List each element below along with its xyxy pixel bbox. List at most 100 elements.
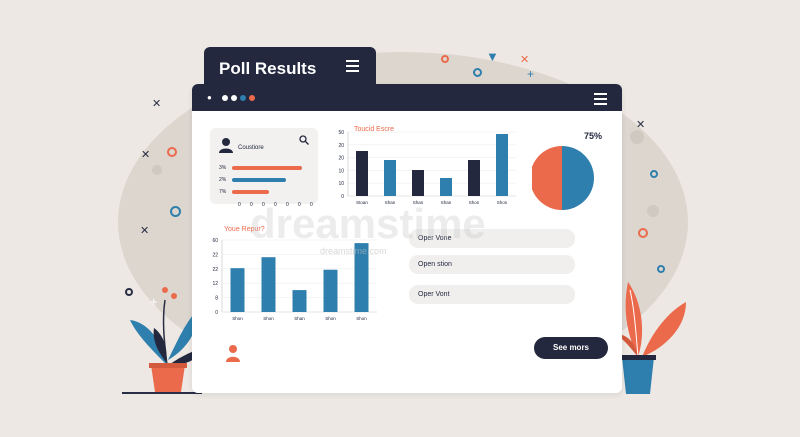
x-tick-label: Shan — [385, 200, 396, 205]
x-tick-label: Shan — [441, 200, 452, 205]
user-icon: ● — [207, 93, 212, 102]
y-tick-label: 12 — [212, 281, 218, 287]
x-tick-label: Shon — [497, 200, 508, 205]
window-dot-icon — [249, 95, 255, 101]
axis-tick-label: 0 — [286, 202, 289, 208]
bar — [292, 290, 307, 312]
plus-icon: + — [527, 67, 535, 81]
stat-label: 3% — [219, 165, 227, 171]
circle-icon — [638, 228, 648, 238]
pie-slice — [532, 146, 562, 210]
bar-chart-top: Toucid Escre 50 20 20 10 10 0 Stoan Shan Shan Shan… — [338, 126, 516, 205]
x-tick-label: Shan — [294, 316, 305, 321]
poll-option-label: Open stion — [418, 261, 452, 268]
bar-chart-bottom: Youe Repur? 60 22 22 12 8 0 Shon Shon Shan Shon Sho… — [212, 226, 377, 321]
y-tick-label: 50 — [338, 130, 344, 136]
triangle-icon: ▼ — [486, 49, 499, 64]
axis-tick-label: 0 — [274, 202, 277, 208]
y-tick-label: 22 — [212, 267, 218, 273]
axis-tick-label: 0 — [250, 202, 253, 208]
stat-bar — [232, 190, 269, 194]
pie-chart: 75% — [532, 131, 602, 210]
x-tick-label: Shan — [413, 200, 424, 205]
y-tick-label: 60 — [212, 238, 218, 244]
window-dot-icon — [231, 95, 237, 101]
y-tick-label: 0 — [215, 310, 218, 316]
x-tick-label: Shon — [356, 316, 367, 321]
bar — [261, 257, 276, 312]
menu-icon[interactable] — [594, 93, 607, 108]
pie-label: 75% — [584, 131, 602, 141]
x-tick-label: Shon — [232, 316, 243, 321]
circle-icon — [167, 147, 177, 157]
cross-icon: ✕ — [636, 119, 646, 131]
y-tick-label: 0 — [341, 194, 344, 200]
cross-icon: ✕ — [140, 225, 150, 237]
window-dot-icon — [240, 95, 246, 101]
pie-slice — [562, 146, 594, 210]
bar — [440, 178, 452, 196]
dot-icon — [152, 165, 162, 175]
y-tick-label: 10 — [338, 181, 344, 187]
watermark-url: dreamstime.com — [320, 246, 387, 256]
plant-right-illustration — [616, 282, 686, 394]
bar — [468, 160, 480, 196]
y-tick-label: 22 — [212, 252, 218, 258]
poll-option[interactable]: Oper Vont — [409, 285, 575, 304]
cross-icon: ✕ — [520, 54, 530, 66]
see-more-button[interactable]: See mors — [534, 337, 608, 359]
search-icon[interactable] — [299, 135, 309, 145]
bar — [412, 170, 424, 196]
circle-icon — [170, 206, 181, 217]
dot-icon — [647, 205, 659, 217]
bar — [384, 160, 396, 196]
plus-icon: + — [150, 294, 158, 309]
x-tick-label: Shon — [469, 200, 480, 205]
axis-tick-label: 0 — [310, 202, 313, 208]
cross-icon: ✕ — [141, 149, 151, 161]
menu-icon[interactable] — [346, 60, 359, 75]
bar — [230, 268, 245, 312]
profile-label: Coustiore — [238, 145, 264, 151]
chart-title: Youe Repur? — [224, 226, 265, 233]
user-icon — [219, 138, 233, 153]
dashboard-window: ● Coustiore 3% 2% 7% 0 0 0 0 0 0 0 Toucid Escr… — [192, 84, 622, 393]
window-dot-icon — [222, 95, 228, 101]
x-tick-label: Shon — [325, 316, 336, 321]
circle-icon — [441, 55, 449, 63]
watermark: dreamstime — [250, 200, 486, 247]
y-tick-label: 10 — [338, 168, 344, 174]
user-icon — [226, 345, 240, 362]
y-tick-label: 20 — [338, 156, 344, 162]
circle-icon — [657, 265, 665, 273]
bar — [356, 151, 368, 196]
bar — [323, 269, 338, 312]
profile-card: Coustiore 3% 2% 7% — [210, 128, 318, 204]
ground-line — [122, 392, 202, 394]
poll-option-label: Oper Vone — [418, 235, 452, 242]
bar — [354, 243, 369, 312]
stat-bar — [232, 166, 302, 170]
bar — [496, 134, 508, 196]
axis-tick-label: 0 — [298, 202, 301, 208]
axis-tick-label: 0 — [238, 202, 241, 208]
poll-option[interactable]: Oper Vone — [409, 229, 575, 248]
cross-icon: ✕ — [152, 98, 162, 110]
page-title: Poll Results — [219, 59, 317, 78]
circle-icon — [650, 170, 658, 178]
stat-bar — [232, 178, 286, 182]
y-tick-label: 20 — [338, 143, 344, 149]
y-tick-label: 8 — [215, 296, 218, 302]
circle-icon — [125, 288, 133, 296]
axis-tick-label: 0 — [262, 202, 265, 208]
stat-label: 7% — [219, 189, 227, 195]
chart-title: Toucid Escre — [354, 126, 394, 133]
dot-icon — [630, 130, 644, 144]
poll-option[interactable]: Open stion — [409, 255, 575, 274]
window-titlebar: ● — [192, 84, 622, 111]
x-tick-label: Stoan — [356, 200, 368, 205]
poll-option-label: Oper Vont — [418, 291, 450, 298]
stat-label: 2% — [219, 177, 227, 183]
x-tick-label: Shon — [263, 316, 274, 321]
circle-icon — [473, 68, 482, 77]
